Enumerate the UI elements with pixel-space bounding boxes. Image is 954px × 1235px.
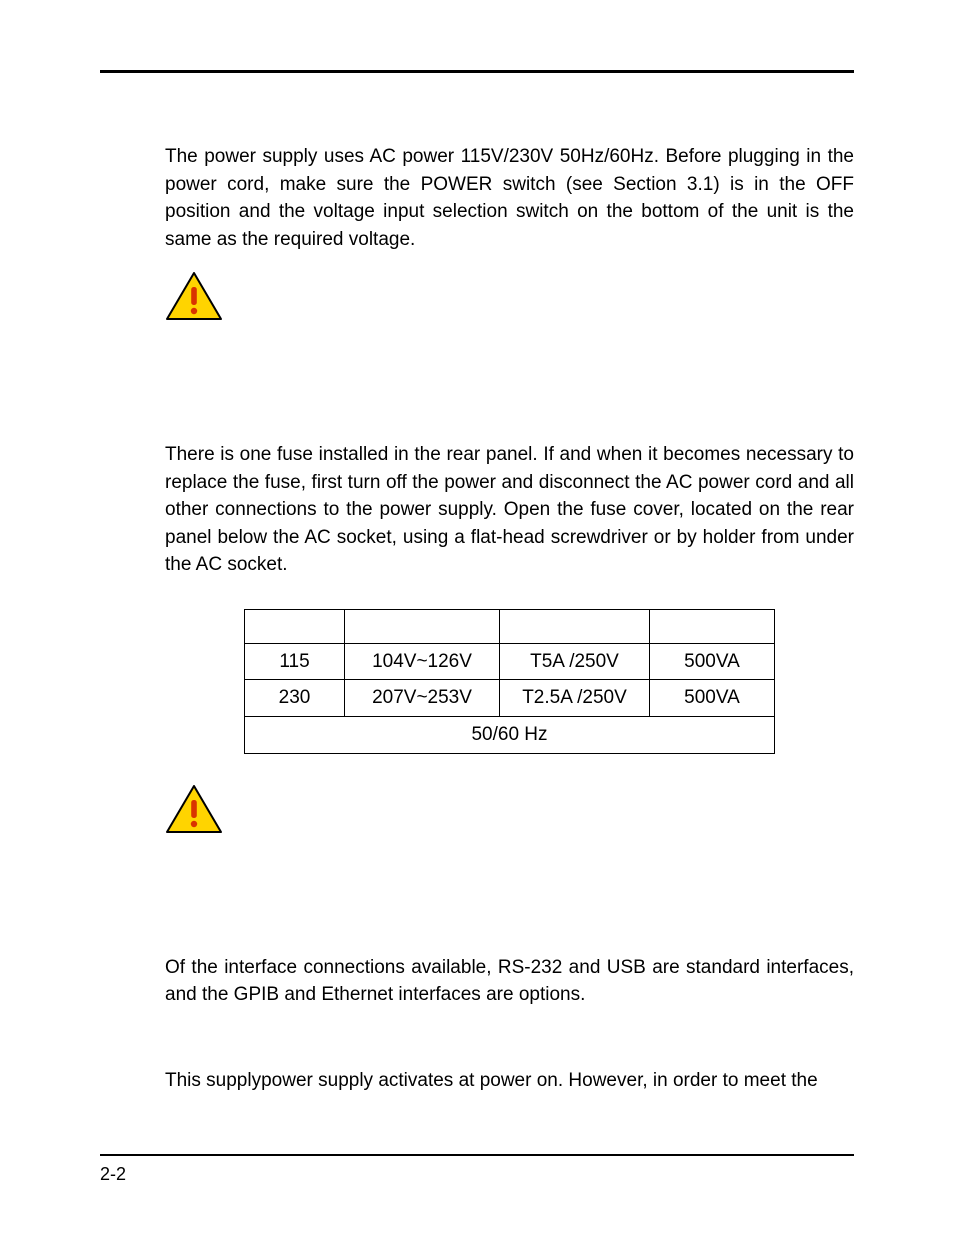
table-header-cell <box>345 609 500 643</box>
table-header-cell <box>650 609 775 643</box>
table-header-cell <box>245 609 345 643</box>
section2-body: There is one fuse installed in the rear … <box>165 441 854 579</box>
table-cell: 500VA <box>650 643 775 680</box>
table-footer-cell: 50/60 Hz <box>245 717 775 754</box>
table-row: 230 207V~253V T2.5A /250V 500VA <box>245 680 775 717</box>
table-footer-row: 50/60 Hz <box>245 717 775 754</box>
warning-icon <box>165 271 854 321</box>
table-header-cell <box>500 609 650 643</box>
page-number: 2-2 <box>100 1164 854 1185</box>
bottom-rule <box>100 1154 854 1156</box>
table-cell: T5A /250V <box>500 643 650 680</box>
page-footer: 2-2 <box>100 1154 854 1185</box>
table-row: 115 104V~126V T5A /250V 500VA <box>245 643 775 680</box>
section4-body: This supplypower supply activates at pow… <box>165 1067 854 1095</box>
page: The power supply uses AC power 115V/230V… <box>0 0 954 1235</box>
spacer <box>165 844 854 954</box>
table-cell: 115 <box>245 643 345 680</box>
content-area: The power supply uses AC power 115V/230V… <box>165 143 854 1094</box>
table-cell: T2.5A /250V <box>500 680 650 717</box>
spec-table: 115 104V~126V T5A /250V 500VA 230 207V~2… <box>244 609 775 754</box>
spacer <box>165 331 854 441</box>
section3-body: Of the interface connections available, … <box>165 954 854 1009</box>
section1-body: The power supply uses AC power 115V/230V… <box>165 143 854 253</box>
table-cell: 207V~253V <box>345 680 500 717</box>
warning-icon <box>165 784 854 834</box>
spacer <box>165 1027 854 1067</box>
table-cell: 104V~126V <box>345 643 500 680</box>
table-cell: 230 <box>245 680 345 717</box>
top-rule <box>100 70 854 73</box>
table-cell: 500VA <box>650 680 775 717</box>
table-header-row <box>245 609 775 643</box>
